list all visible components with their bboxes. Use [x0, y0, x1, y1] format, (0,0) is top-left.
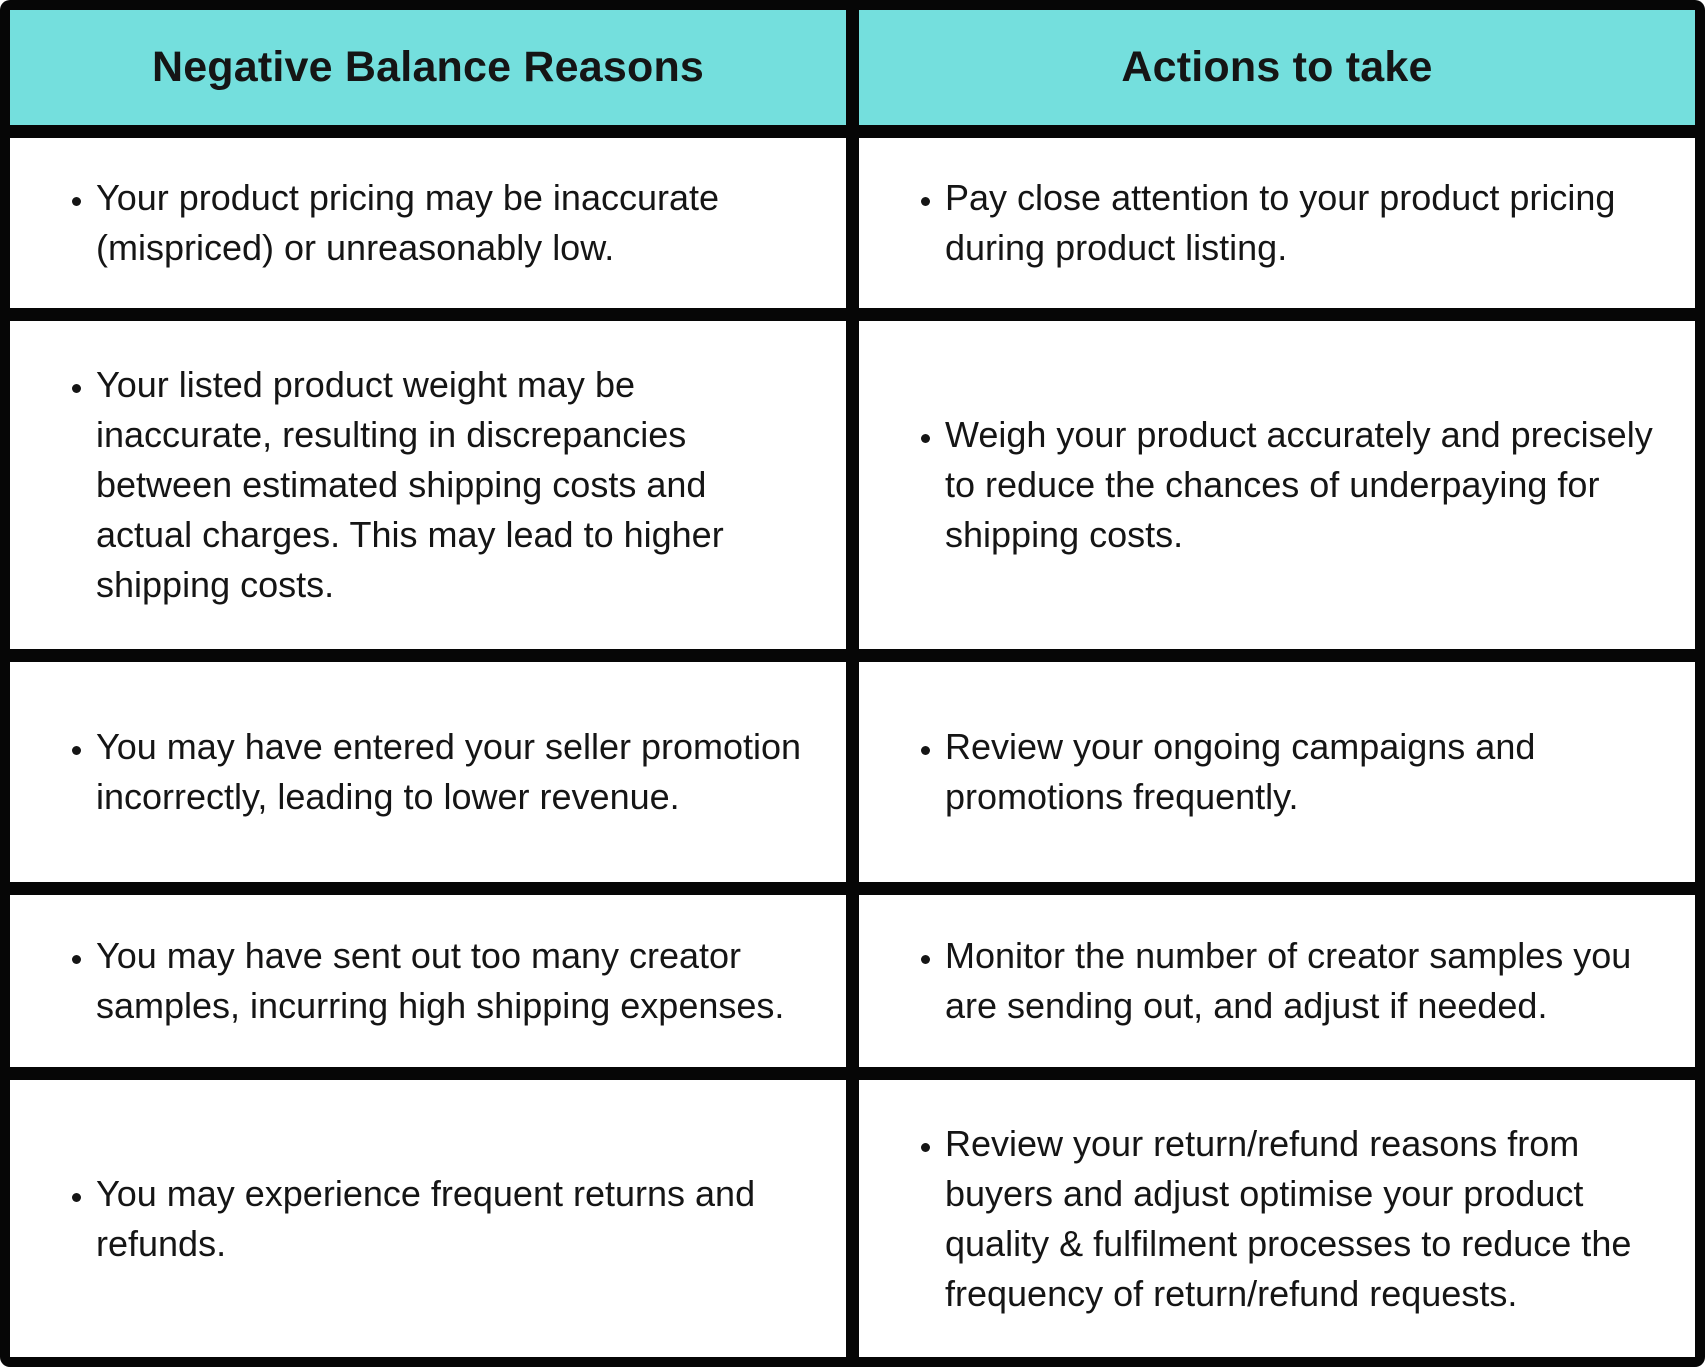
bullet-item: Review your return/refund reasons from b…: [945, 1119, 1657, 1319]
bullet-list: Review your return/refund reasons from b…: [859, 1119, 1695, 1319]
table-cell-action-2: Weigh your product accurately and precis…: [859, 321, 1695, 649]
table-cell-reason-2: Your listed product weight may be inaccu…: [10, 321, 846, 649]
bullet-list: Review your ongoing campaigns and promot…: [859, 722, 1695, 822]
bullet-item: Weigh your product accurately and precis…: [945, 410, 1657, 560]
bullet-item: You may have sent out too many creator s…: [96, 931, 808, 1031]
table-cell-reason-1: Your product pricing may be inaccurate (…: [10, 138, 846, 308]
header-cell-reasons: Negative Balance Reasons: [10, 10, 846, 125]
bullet-item: Review your ongoing campaigns and promot…: [945, 722, 1657, 822]
bullet-list: Weigh your product accurately and precis…: [859, 410, 1695, 560]
bullet-list: Monitor the number of creator samples yo…: [859, 931, 1695, 1031]
table-cell-action-5: Review your return/refund reasons from b…: [859, 1080, 1695, 1357]
bullet-item: You may have entered your seller promoti…: [96, 722, 808, 822]
table-cell-reason-4: You may have sent out too many creator s…: [10, 895, 846, 1067]
table-cell-action-4: Monitor the number of creator samples yo…: [859, 895, 1695, 1067]
bullet-list: Pay close attention to your product pric…: [859, 173, 1695, 273]
bullet-item: You may experience frequent returns and …: [96, 1169, 808, 1269]
bullet-item: Monitor the number of creator samples yo…: [945, 931, 1657, 1031]
header-cell-actions: Actions to take: [859, 10, 1695, 125]
actions-column-header: Actions to take: [1121, 43, 1433, 91]
bullet-list: You may experience frequent returns and …: [10, 1169, 846, 1269]
bullet-item: Pay close attention to your product pric…: [945, 173, 1657, 273]
bullet-list: You may have entered your seller promoti…: [10, 722, 846, 822]
table-cell-action-3: Review your ongoing campaigns and promot…: [859, 662, 1695, 882]
table-cell-reason-5: You may experience frequent returns and …: [10, 1080, 846, 1357]
bullet-item: Your product pricing may be inaccurate (…: [96, 173, 808, 273]
table-cell-reason-3: You may have entered your seller promoti…: [10, 662, 846, 882]
bullet-list: You may have sent out too many creator s…: [10, 931, 846, 1031]
reasons-column-header: Negative Balance Reasons: [151, 43, 705, 91]
bullet-item: Your listed product weight may be inaccu…: [96, 360, 808, 610]
bullet-list: Your listed product weight may be inaccu…: [10, 360, 846, 610]
bullet-list: Your product pricing may be inaccurate (…: [10, 173, 846, 273]
table-cell-action-1: Pay close attention to your product pric…: [859, 138, 1695, 308]
